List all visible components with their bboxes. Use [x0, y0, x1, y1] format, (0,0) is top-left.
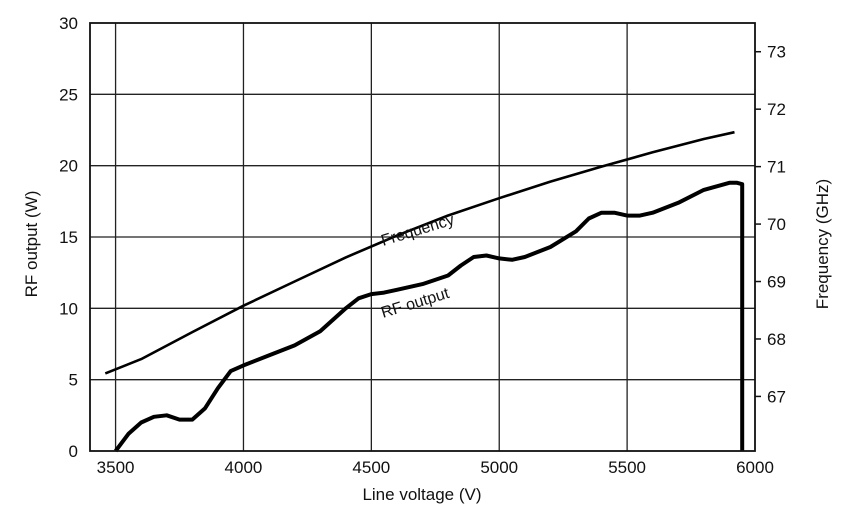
left-y-axis-label: RF output (W): [22, 191, 41, 298]
x-tick-label: 4000: [225, 458, 263, 477]
frequency-annotation: Frequency: [379, 211, 456, 249]
x-tick-label: 5500: [608, 458, 646, 477]
right-y-tick-label: 72: [767, 100, 786, 119]
right-y-tick-labels: 67 68 69 70 71 72 73: [755, 43, 786, 406]
x-tick-label: 5000: [480, 458, 518, 477]
right-y-tick-label: 73: [767, 43, 786, 62]
x-tick-label: 6000: [736, 458, 774, 477]
left-y-tick-label: 30: [59, 14, 78, 33]
left-y-tick-label: 20: [59, 157, 78, 176]
left-y-tick-label: 10: [59, 299, 78, 318]
right-y-tick-label: 69: [767, 273, 786, 292]
x-axis-label: Line voltage (V): [362, 485, 481, 504]
left-y-tick-label: 0: [69, 442, 78, 461]
right-y-tick-label: 70: [767, 215, 786, 234]
grid-lines: [90, 23, 755, 451]
x-tick-label: 3500: [97, 458, 135, 477]
rf-output-line: [113, 180, 745, 453]
x-tick-label: 4500: [352, 458, 390, 477]
frequency-line: [104, 130, 735, 375]
right-y-tick-label: 71: [767, 158, 786, 177]
left-y-tick-label: 25: [59, 85, 78, 104]
left-y-tick-label: 5: [69, 371, 78, 390]
right-y-tick-label: 68: [767, 330, 786, 349]
left-y-tick-labels: 0 5 10 15 20 25 30: [59, 14, 78, 461]
left-y-tick-label: 15: [59, 228, 78, 247]
plot-frame: [89, 22, 756, 452]
x-tick-labels: 3500 4000 4500 5000 5500 6000: [97, 458, 774, 477]
right-y-axis-label: Frequency (GHz): [813, 179, 832, 309]
series-layer: [104, 130, 745, 453]
right-y-tick-label: 67: [767, 387, 786, 406]
